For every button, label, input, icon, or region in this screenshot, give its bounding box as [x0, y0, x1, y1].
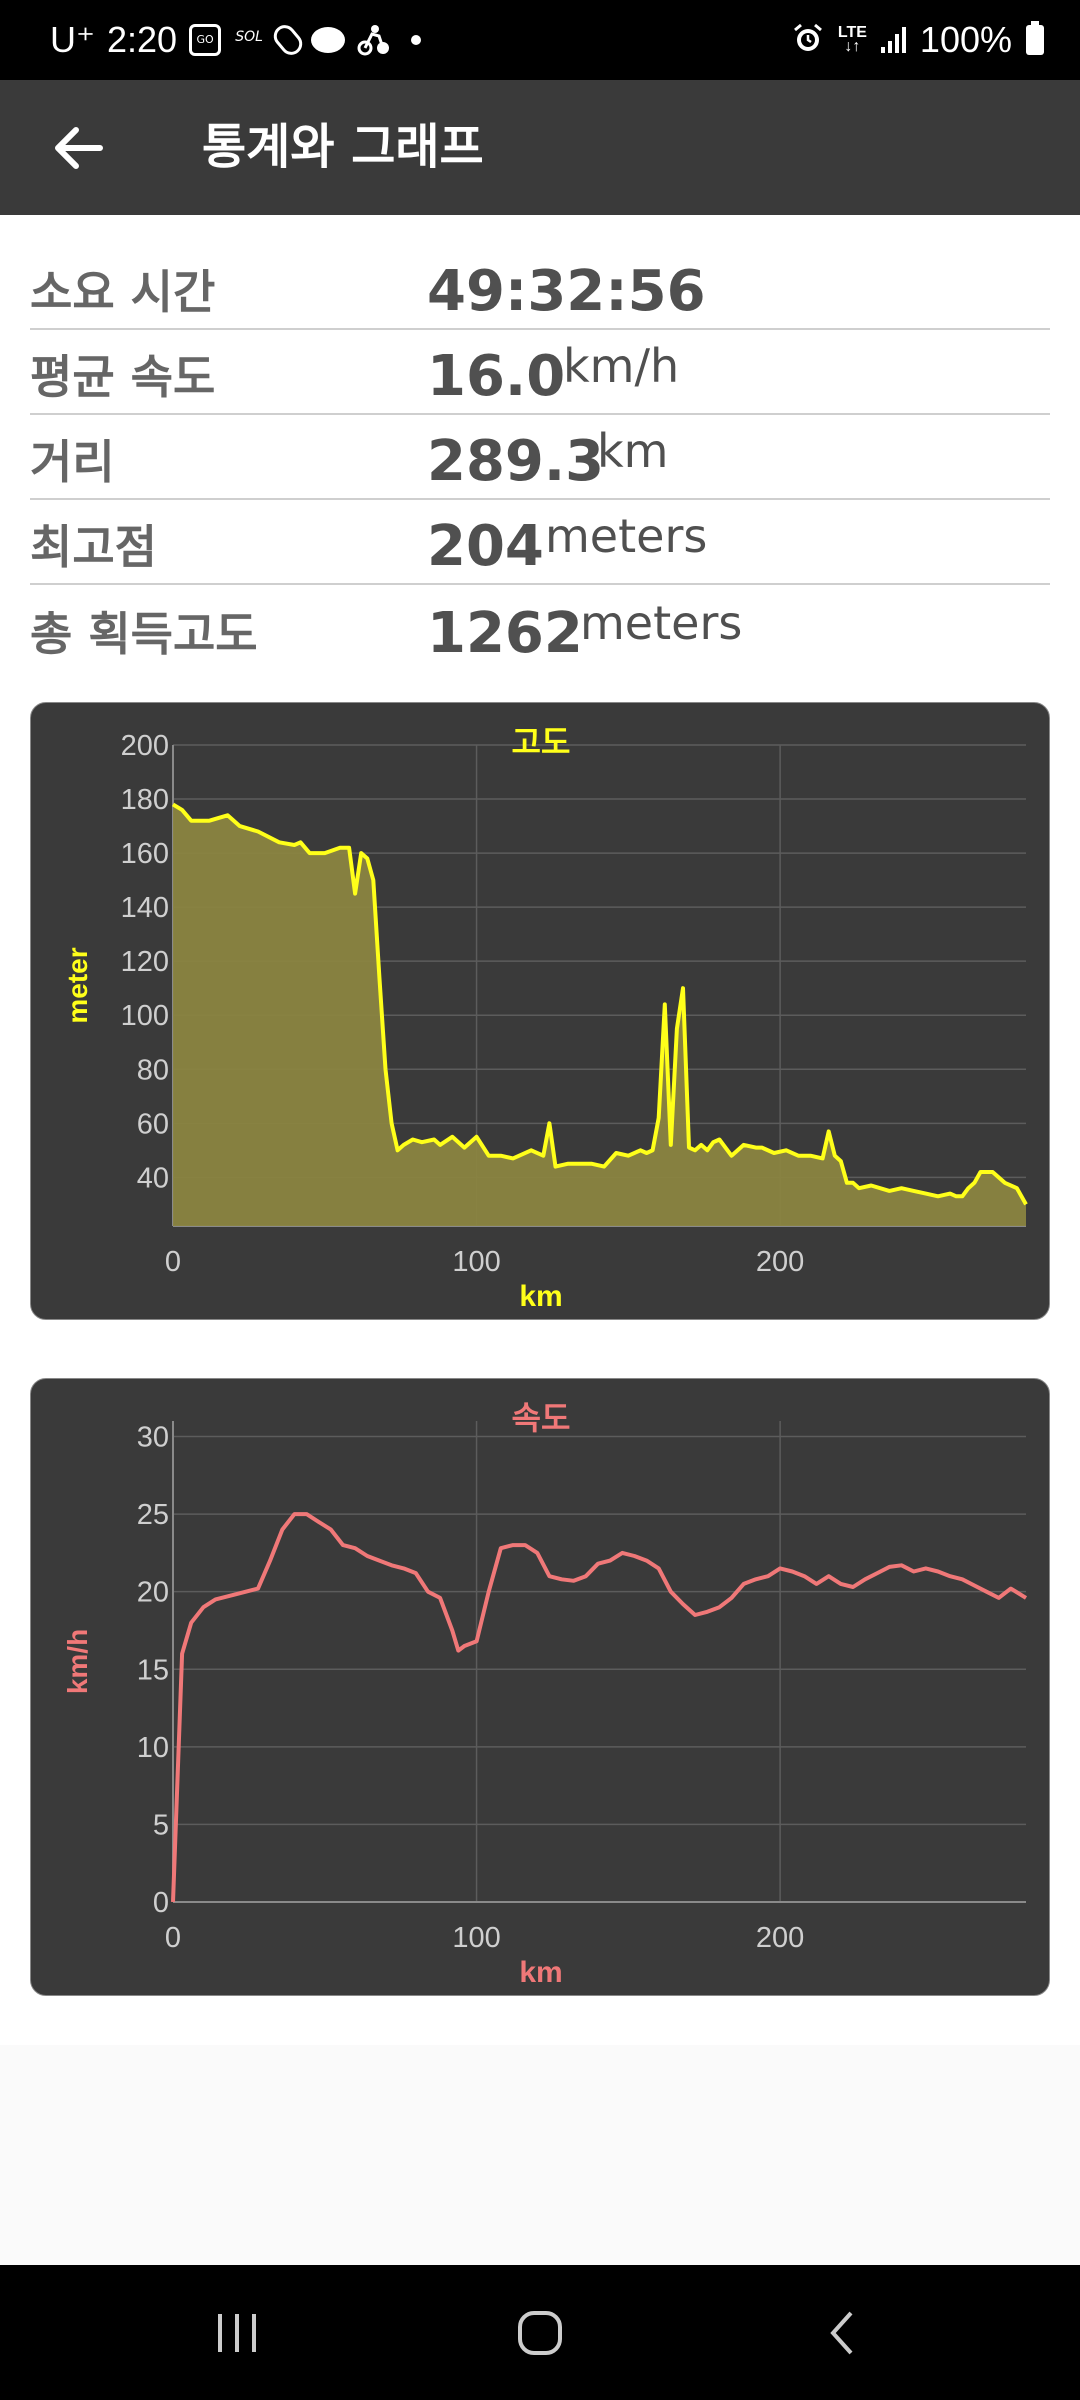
stat-row-distance: 거리 289.3 km: [30, 415, 1050, 500]
back-button[interactable]: [40, 110, 116, 186]
status-time: 2:20: [107, 19, 178, 60]
pill-icon: [269, 20, 307, 60]
stat-unit: meters: [580, 596, 743, 650]
home-icon: [518, 2310, 562, 2355]
x-tick-label: 0: [165, 1246, 181, 1278]
chat-icon: [311, 27, 346, 53]
go-icon: GO: [189, 24, 222, 56]
signal-icon: [880, 27, 906, 53]
alarm-icon: [792, 22, 824, 59]
x-axis-label: km: [519, 1956, 562, 1989]
carrier-label: U⁺: [50, 19, 95, 60]
chart-title: 고도: [512, 723, 571, 761]
x-tick-label: 200: [756, 1246, 804, 1278]
stat-row-elevation-gain: 총 획득고도 1262 meters: [30, 585, 1050, 670]
y-tick-label: 40: [137, 1162, 169, 1194]
x-tick-label: 200: [756, 1922, 804, 1954]
stat-unit: km: [597, 424, 669, 478]
stat-label: 총 획득고도: [30, 607, 258, 661]
y-tick-label: 5: [153, 1809, 169, 1841]
elevation-chart-card: 40 60 80 100 120 140 160 180 200 0 100 200 고도 km meter: [30, 702, 1050, 1320]
stat-value: 16.0: [427, 344, 566, 409]
navigation-bar: [0, 2265, 1080, 2400]
x-tick-label: 0: [165, 1922, 181, 1954]
stat-value: 1262: [427, 601, 583, 666]
system-back-button[interactable]: [763, 2265, 923, 2400]
stat-value: 204: [427, 514, 544, 579]
speed-line: [171, 1512, 1028, 1903]
y-tick-label: 0: [153, 1887, 169, 1919]
stat-value: 49:32:56: [427, 259, 706, 324]
cycling-icon: [357, 24, 391, 56]
status-bar-right: LTE ↓↑ 100%: [792, 0, 1044, 80]
x-axis-label: km: [519, 1280, 562, 1313]
stat-row-max-elevation: 최고점 204 meters: [30, 500, 1050, 585]
y-axis-label: meter: [62, 947, 93, 1023]
stat-row-avg-speed: 평균 속도 16.0 km/h: [30, 330, 1050, 415]
y-tick-label: 120: [121, 946, 169, 978]
elevation-line: [171, 802, 1028, 1206]
app-bar: 통계와 그래프: [0, 80, 1080, 215]
stat-unit: meters: [545, 509, 708, 563]
y-tick-label: 100: [121, 1000, 169, 1032]
elevation-chart: 40 60 80 100 120 140 160 180 200 0 100 200 고도 km meter: [62, 723, 1028, 1313]
y-tick-label: 15: [137, 1654, 169, 1686]
stat-label: 소요 시간: [30, 265, 216, 319]
stat-row-duration: 소요 시간 49:32:56: [30, 245, 1050, 330]
y-tick-label: 25: [137, 1499, 169, 1531]
y-tick-label: 140: [121, 892, 169, 924]
y-tick-label: 180: [121, 784, 169, 816]
super-sol-icon: SOL: [235, 29, 263, 45]
home-button[interactable]: [460, 2265, 620, 2400]
y-tick-label: 10: [137, 1732, 169, 1764]
speed-chart: 0 5 10 15 20 25 30 0 100 200 속도 km km/h: [62, 1399, 1028, 1989]
network-type: LTE ↓↑: [837, 24, 867, 55]
more-notifications-icon: [411, 35, 422, 45]
x-tick-label: 100: [452, 1922, 500, 1954]
recent-apps-button[interactable]: [157, 2265, 317, 2400]
chart-title: 속도: [512, 1399, 571, 1437]
arrow-left-icon: [55, 127, 103, 169]
stat-label: 평균 속도: [30, 350, 216, 404]
y-axis-label: km/h: [62, 1629, 93, 1694]
y-tick-label: 80: [137, 1054, 169, 1086]
stat-label: 거리: [30, 435, 115, 489]
stat-label: 최고점: [30, 520, 157, 574]
x-tick-label: 100: [452, 1246, 500, 1278]
y-tick-label: 30: [137, 1422, 169, 1454]
stats-content: 소요 시간 49:32:56 평균 속도 16.0 km/h 거리 289.3 …: [0, 215, 1080, 2045]
recent-apps-icon: [218, 2313, 256, 2352]
y-tick-label: 20: [137, 1577, 169, 1609]
speed-chart-card: 0 5 10 15 20 25 30 0 100 200 속도 km km/h: [30, 1378, 1050, 1996]
y-tick-label: 60: [137, 1108, 169, 1140]
y-tick-label: 200: [121, 730, 169, 762]
stat-unit: km/h: [563, 339, 680, 393]
elevation-area-fill: [173, 804, 1026, 1226]
status-bar: U⁺ 2:20 GO SOL LTE ↓↑ 100%: [0, 0, 1080, 80]
back-icon: [830, 2311, 853, 2354]
status-bar-left: U⁺ 2:20 GO SOL: [50, 0, 422, 80]
battery-icon: [1026, 21, 1044, 55]
battery-percent: 100%: [919, 19, 1012, 60]
y-tick-label: 160: [121, 838, 169, 870]
page-title: 통계와 그래프: [202, 119, 484, 175]
stat-value: 289.3: [427, 429, 605, 494]
